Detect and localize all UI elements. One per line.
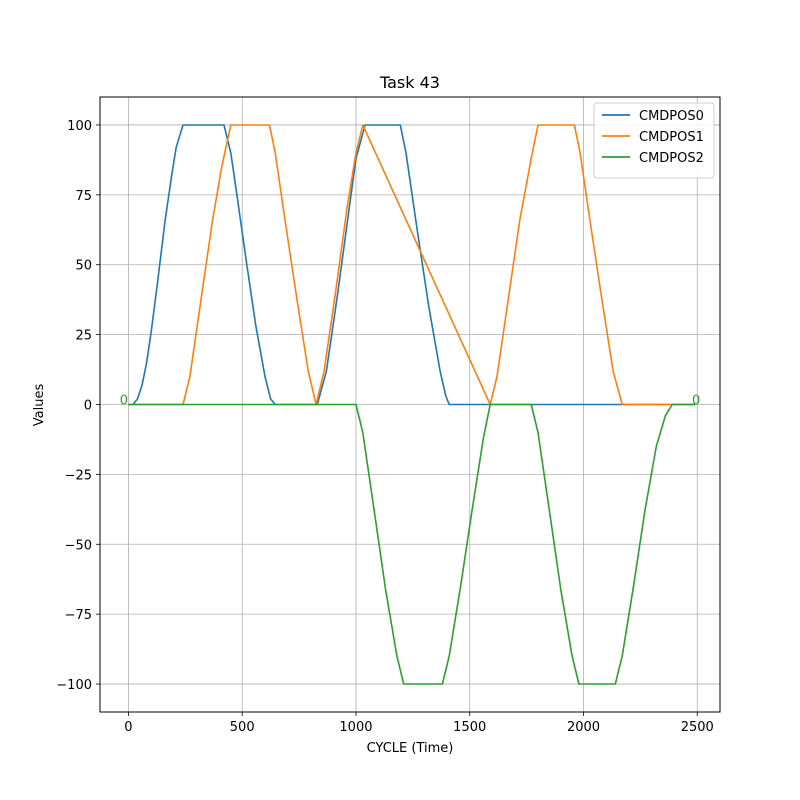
y-tick-label: 75 [75,189,92,204]
x-tick-label: 500 [230,720,255,735]
y-tick-label: 50 [75,259,92,274]
x-tick-label: 2500 [681,720,714,735]
y-tick-label: 100 [67,119,92,134]
series-line-cmdpos1 [128,124,695,406]
y-tick-label: −100 [56,678,92,693]
legend-label: CMDPOS1 [639,130,704,145]
x-tick-label: 1500 [453,720,486,735]
y-axis-label: Values [32,384,47,427]
x-axis-label: CYCLE (Time) [367,741,454,756]
y-tick-label: −25 [65,468,92,483]
legend-label: CMDPOS2 [639,151,704,166]
series-line-cmdpos0 [128,124,695,406]
series-line-cmdpos2 [128,403,695,685]
x-tick-label: 2000 [567,720,600,735]
x-tick-label: 0 [124,720,132,735]
x-axis: 0 500 1000 1500 2000 2500 [124,712,714,735]
legend: CMDPOS0 CMDPOS1 CMDPOS2 [593,102,715,179]
series-lines [128,124,695,685]
y-tick-label: −75 [65,608,92,623]
legend-label: CMDPOS0 [639,109,704,124]
y-tick-label: 25 [75,329,92,344]
data-annotation: 0 [692,394,700,409]
y-tick-label: −50 [65,538,92,553]
chart-title: Task 43 [379,73,440,92]
y-tick-label: 0 [84,399,92,414]
y-axis: −100 −75 −50 −25 0 25 50 75 100 [56,119,100,693]
legend-box [593,102,715,179]
data-annotation: 0 [120,394,128,409]
x-tick-label: 1000 [339,720,372,735]
